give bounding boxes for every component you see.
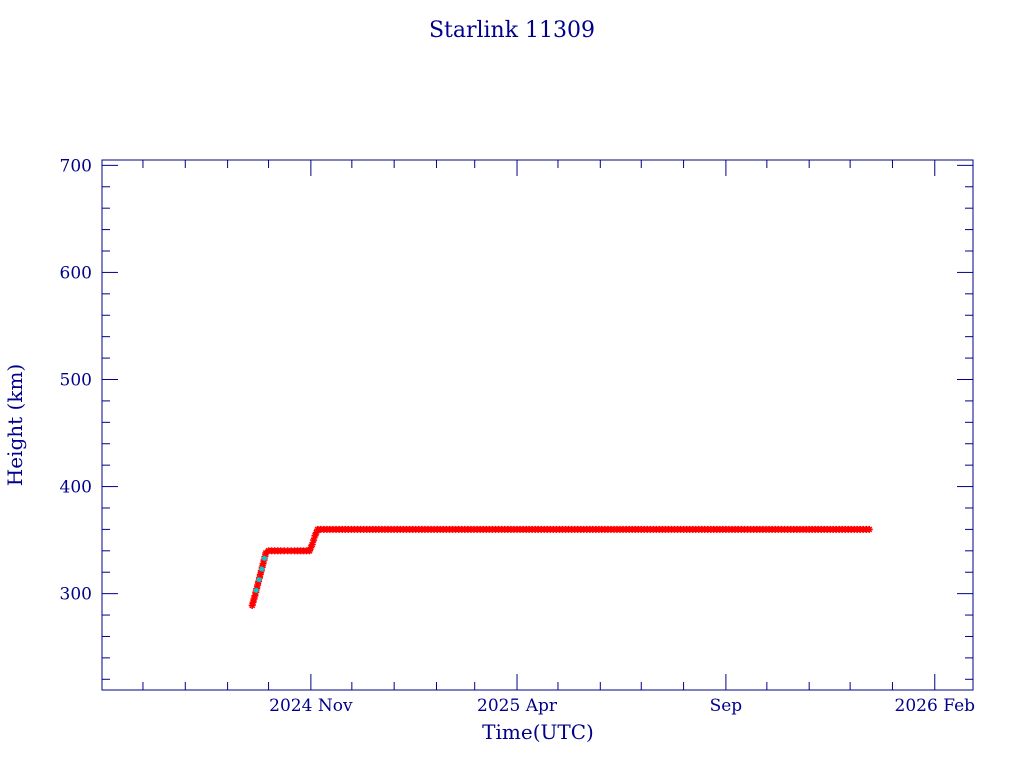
data-point bbox=[256, 577, 262, 583]
y-axis-label: Height (km) bbox=[3, 364, 27, 486]
y-tick-label: 300 bbox=[60, 585, 92, 605]
data-point bbox=[253, 587, 259, 593]
x-axis: 2024 Nov 2025 Apr Sep 2026 Feb bbox=[142, 160, 976, 716]
y-tick-label: 400 bbox=[60, 478, 92, 498]
data-points bbox=[248, 525, 873, 609]
y-axis: 300 400 500 600 700 bbox=[60, 156, 973, 680]
data-point bbox=[261, 555, 267, 561]
y-tick-label: 500 bbox=[60, 370, 92, 390]
plot-frame bbox=[101, 159, 974, 691]
y-tick-label: 700 bbox=[60, 156, 92, 176]
x-tick-label: 2024 Nov bbox=[269, 696, 353, 716]
x-tick-label: 2025 Apr bbox=[477, 696, 558, 716]
data-point bbox=[865, 525, 873, 533]
x-tick-label: 2026 Feb bbox=[895, 696, 976, 716]
y-tick-label: 600 bbox=[60, 263, 92, 283]
x-tick-label: Sep bbox=[710, 696, 743, 716]
x-axis-label: Time(UTC) bbox=[482, 720, 594, 744]
data-point bbox=[259, 566, 265, 572]
chart-title: Starlink 11309 bbox=[429, 18, 595, 43]
